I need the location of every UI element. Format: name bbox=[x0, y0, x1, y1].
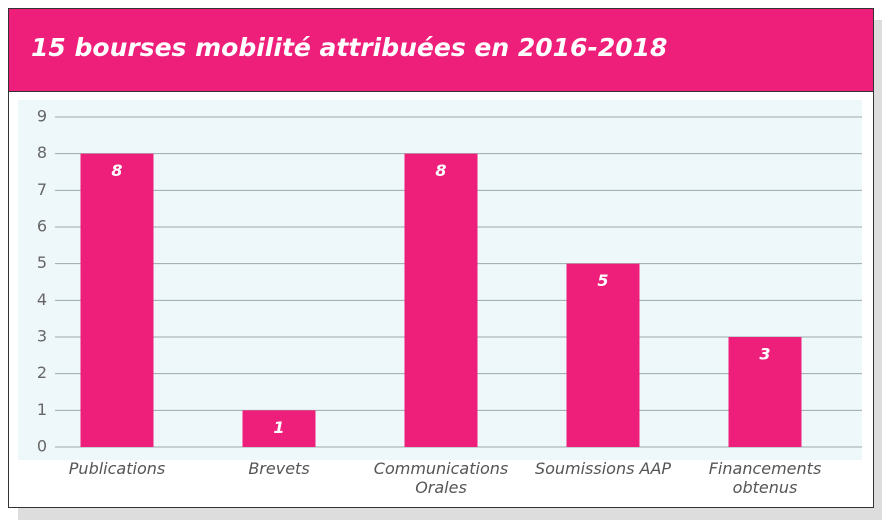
y-tick-label: 6 bbox=[37, 217, 47, 236]
value-label: 3 bbox=[759, 345, 770, 364]
bar bbox=[80, 153, 154, 447]
bar bbox=[728, 337, 802, 447]
bar bbox=[242, 410, 316, 447]
x-tick-label: Soumissions AAP bbox=[534, 459, 672, 478]
chart-title: 15 bourses mobilité attribuées en 2016-2… bbox=[31, 33, 668, 62]
x-tick-label: Communications Orales bbox=[373, 459, 509, 497]
value-label: 1 bbox=[273, 418, 284, 437]
y-tick-label: 0 bbox=[37, 437, 47, 456]
y-tick-label: 2 bbox=[37, 363, 47, 382]
y-tick-label: 7 bbox=[37, 180, 47, 199]
y-tick-label: 4 bbox=[37, 290, 47, 309]
x-tick-label: Brevets bbox=[248, 459, 310, 478]
value-label: 5 bbox=[597, 271, 608, 290]
y-tick-label: 9 bbox=[37, 107, 47, 126]
y-tick-label: 1 bbox=[37, 400, 47, 419]
y-tick-label: 3 bbox=[37, 327, 47, 346]
value-label: 8 bbox=[435, 161, 446, 180]
value-label: 8 bbox=[111, 161, 122, 180]
x-tick-label: Publications bbox=[68, 459, 166, 478]
bar bbox=[404, 153, 478, 447]
y-tick-label: 5 bbox=[37, 253, 47, 272]
header: 15 bourses mobilité attribuées en 2016-2… bbox=[9, 9, 873, 92]
bar bbox=[566, 263, 640, 447]
x-tick-label: Financements obtenus bbox=[708, 459, 822, 497]
y-tick-label: 8 bbox=[37, 143, 47, 162]
